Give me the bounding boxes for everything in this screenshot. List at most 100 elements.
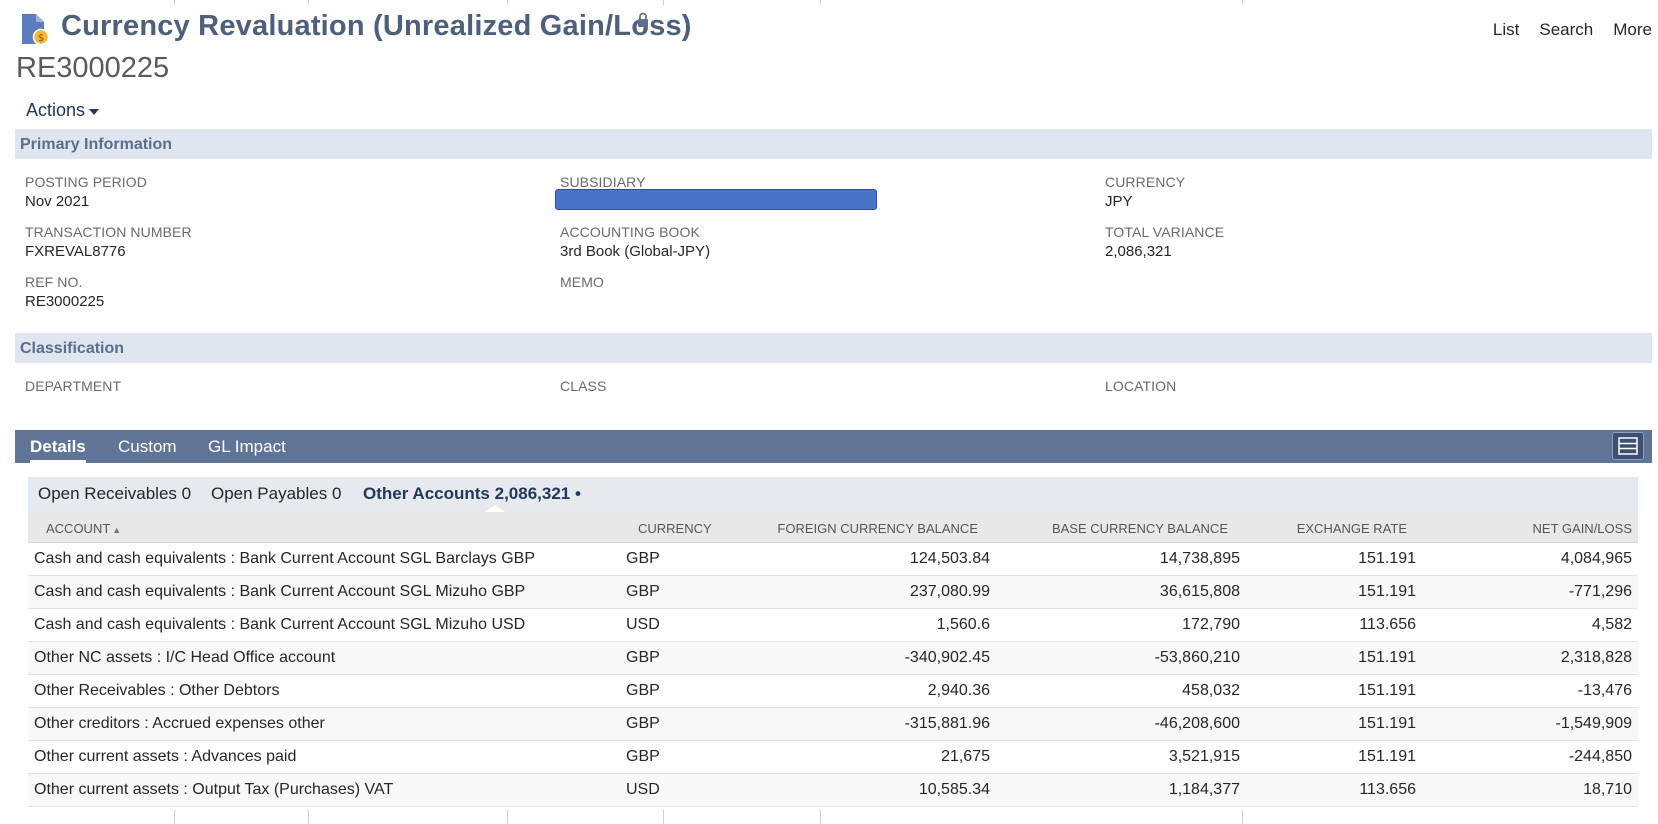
memo-field: MEMO	[560, 274, 604, 290]
table-row[interactable]: Other current assets : Output Tax (Purch…	[28, 774, 1638, 807]
subsidiary-label: SUBSIDIARY	[560, 174, 646, 190]
table-row[interactable]: Cash and cash equivalents : Bank Current…	[28, 609, 1638, 642]
exchange-rate-cell: 151.191	[1358, 583, 1416, 600]
sort-ascending-icon: ▲	[112, 525, 122, 535]
lock-icon	[638, 12, 648, 27]
currency-cell: USD	[626, 781, 660, 798]
account-cell: Cash and cash equivalents : Bank Current…	[34, 616, 526, 633]
net-gain-loss-cell: -1,549,909	[1555, 715, 1632, 732]
search-link[interactable]: Search	[1539, 20, 1594, 39]
table-row[interactable]: Other creditors : Accrued expenses other…	[28, 708, 1638, 741]
record-id: RE3000225	[16, 52, 170, 84]
currency-label: CURRENCY	[1105, 174, 1186, 190]
col-foreign-balance-header[interactable]: FOREIGN CURRENCY BALANCE	[777, 521, 978, 536]
actions-label: Actions	[26, 100, 86, 120]
currency-cell: GBP	[626, 748, 660, 765]
accounting-book-field: ACCOUNTING BOOK 3rd Book (Global-JPY)	[560, 224, 710, 260]
table-header: ACCOUNT ▲ CURRENCY FOREIGN CURRENCY BALAN…	[28, 512, 1638, 543]
currency-cell: USD	[626, 616, 660, 633]
svg-text:$: $	[38, 33, 44, 44]
net-gain-loss-cell: 4,084,965	[1560, 550, 1632, 567]
account-cell: Cash and cash equivalents : Bank Current…	[34, 583, 526, 600]
table-row[interactable]: Other current assets : Advances paid GBP 2…	[28, 741, 1638, 774]
account-cell: Other creditors : Accrued expenses other	[34, 715, 325, 732]
exchange-rate-cell: 151.191	[1358, 649, 1416, 666]
exchange-rate-cell: 113.656	[1359, 781, 1416, 798]
primary-info-header[interactable]: Primary Information	[15, 129, 1652, 159]
redacted-subsidiary-value	[555, 189, 877, 210]
base-balance-cell: -46,208,600	[1154, 715, 1240, 732]
account-cell: Other NC assets : I/C Head Office accoun…	[34, 649, 336, 666]
tab-gl-impact[interactable]: GL Impact	[208, 437, 286, 456]
net-gain-loss-cell: 2,318,828	[1560, 649, 1632, 666]
base-balance-cell: 172,790	[1182, 616, 1240, 633]
table-row[interactable]: Other Receivables : Other Debtors GBP 2,94…	[28, 675, 1638, 708]
ref-no-value: RE3000225	[25, 293, 105, 310]
foreign-balance-cell: 237,080.99	[909, 583, 990, 600]
total-variance-value: 2,086,321	[1105, 243, 1172, 260]
foreign-balance-cell: 2,940.36	[927, 682, 990, 699]
document-coin-icon: $	[22, 14, 50, 46]
account-cell: Other Receivables : Other Debtors	[34, 682, 280, 699]
ref-no-field: REF NO. RE3000225	[25, 274, 104, 310]
base-balance-cell: 36,615,808	[1159, 583, 1240, 600]
col-account-header[interactable]: ACCOUNT ▲	[46, 521, 122, 536]
memo-label: MEMO	[560, 274, 604, 290]
active-subtab-pointer	[483, 505, 507, 513]
location-field: LOCATION	[1105, 378, 1176, 394]
total-variance-label: TOTAL VARIANCE	[1105, 224, 1225, 240]
table-row[interactable]: Cash and cash equivalents : Bank Current…	[28, 543, 1638, 576]
foreign-balance-cell: 124,503.84	[909, 550, 990, 567]
class-label: CLASS	[560, 378, 607, 394]
exchange-rate-cell: 151.191	[1358, 682, 1416, 699]
col-base-balance-header[interactable]: BASE CURRENCY BALANCE	[1051, 521, 1228, 536]
base-balance-cell: 458,032	[1182, 682, 1240, 699]
base-balance-cell: 1,184,377	[1168, 781, 1240, 798]
currency-field: CURRENCY JPY	[1105, 174, 1185, 210]
col-net-gain-loss-header[interactable]: NET GAIN/LOSS	[1532, 521, 1632, 536]
table-row[interactable]: Other NC assets : I/C Head Office accoun…	[28, 642, 1638, 675]
ref-no-label: REF NO.	[25, 274, 83, 290]
class-field: CLASS	[560, 378, 606, 394]
tab-custom[interactable]: Custom	[118, 437, 177, 456]
list-link[interactable]: List	[1492, 20, 1520, 39]
table-row[interactable]: Cash and cash equivalents : Bank Current…	[28, 576, 1638, 609]
account-cell: Other current assets : Output Tax (Purch…	[34, 781, 394, 798]
currency-cell: GBP	[626, 682, 660, 699]
exchange-rate-cell: 151.191	[1358, 748, 1416, 765]
currency-value: JPY	[1105, 193, 1133, 210]
list-view-icon	[1618, 437, 1638, 455]
exchange-rate-cell: 151.191	[1358, 715, 1416, 732]
tab-details[interactable]: Details	[30, 437, 86, 463]
base-balance-cell: 3,521,915	[1168, 748, 1240, 765]
caret-down-icon	[89, 108, 100, 115]
bottom-edge-marks	[0, 810, 1658, 824]
foreign-balance-cell: 21,675	[941, 748, 990, 765]
col-currency-header[interactable]: CURRENCY	[638, 521, 712, 536]
accounting-book-label: ACCOUNTING BOOK	[560, 224, 700, 240]
subtab-open-payables[interactable]: Open Payables 0	[211, 484, 342, 503]
actions-menu-button[interactable]: Actions	[26, 100, 100, 121]
foreign-balance-cell: -315,881.96	[904, 715, 990, 732]
more-link[interactable]: More	[1613, 20, 1652, 39]
classification-header[interactable]: Classification	[15, 333, 1652, 363]
col-exchange-rate-header[interactable]: EXCHANGE RATE	[1296, 521, 1407, 536]
department-label: DEPARTMENT	[25, 378, 122, 394]
panel-toggle-button[interactable]	[1612, 432, 1644, 460]
base-balance-cell: -53,860,210	[1154, 649, 1240, 666]
top-nav: List Search More	[1493, 20, 1652, 40]
table-body: Cash and cash equivalents : Bank Current…	[28, 543, 1638, 807]
posting-period-label: POSTING PERIOD	[25, 174, 147, 190]
currency-cell: GBP	[626, 715, 660, 732]
posting-period-value: Nov 2021	[25, 193, 90, 210]
transaction-number-value: FXREVAL8776	[25, 243, 126, 260]
base-balance-cell: 14,738,895	[1159, 550, 1240, 567]
accounting-book-value: 3rd Book (Global-JPY)	[560, 243, 711, 260]
subtab-open-receivables[interactable]: Open Receivables 0	[38, 484, 192, 503]
main-tabs-bar: Details Custom GL Impact	[15, 430, 1652, 463]
account-cell: Cash and cash equivalents : Bank Current…	[34, 550, 535, 567]
subtabs-bar: Open Receivables 0 Open Payables 0 Other…	[28, 477, 1638, 513]
subtab-other-accounts[interactable]: Other Accounts 2,086,321 •	[363, 484, 581, 503]
exchange-rate-cell: 151.191	[1358, 550, 1416, 567]
